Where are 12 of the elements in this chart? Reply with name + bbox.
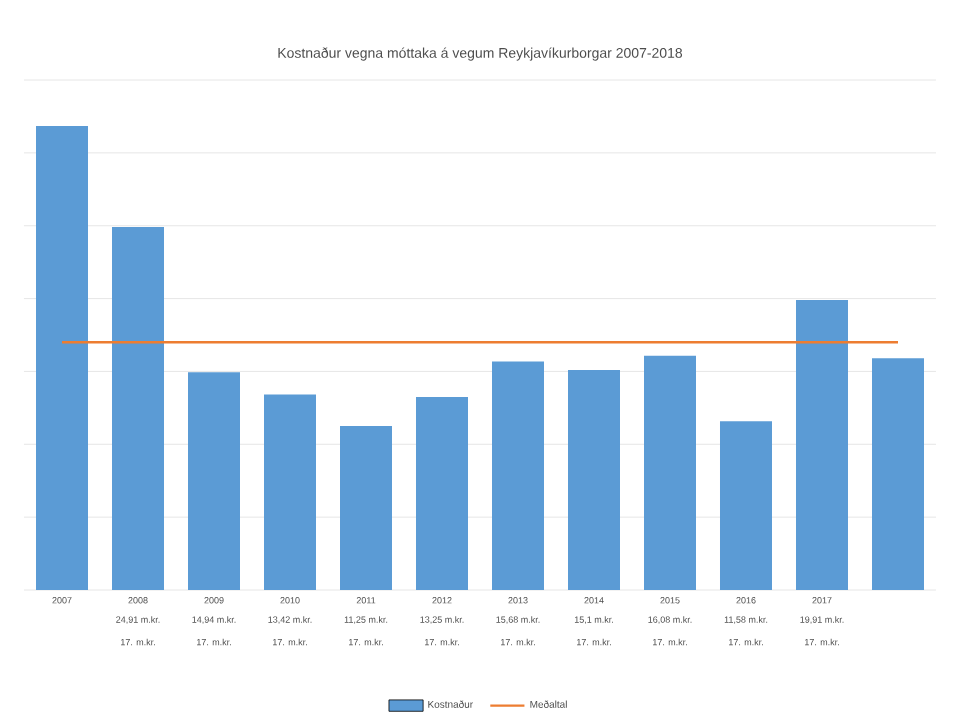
bar xyxy=(720,421,772,590)
bar xyxy=(416,396,468,590)
bar xyxy=(188,372,240,590)
bar xyxy=(872,358,924,590)
bar xyxy=(568,369,620,590)
bar xyxy=(492,361,544,590)
bar xyxy=(264,394,316,590)
bar xyxy=(644,355,696,590)
bar xyxy=(796,299,848,590)
bar xyxy=(36,125,88,590)
bar xyxy=(112,227,164,590)
bar xyxy=(340,426,392,590)
